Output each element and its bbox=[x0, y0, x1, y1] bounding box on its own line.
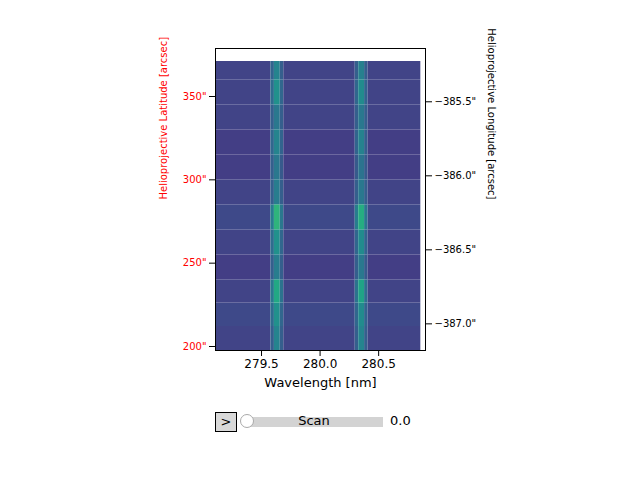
svg-text:280.0: 280.0 bbox=[303, 357, 337, 371]
svg-text:279.5: 279.5 bbox=[244, 357, 278, 371]
svg-text:280.5: 280.5 bbox=[361, 357, 395, 371]
svg-text:−386.0": −386.0" bbox=[435, 170, 477, 181]
svg-text:200": 200" bbox=[183, 341, 207, 352]
svg-text:300": 300" bbox=[183, 174, 207, 185]
svg-text:250": 250" bbox=[183, 257, 207, 268]
svg-text:−385.5": −385.5" bbox=[435, 96, 477, 107]
html-text:Scan: Scan bbox=[298, 413, 330, 428]
svg-text:Helioprojective Longitude [arc: Helioprojective Longitude [arcsec] bbox=[486, 28, 497, 199]
svg-text:Helioprojective Latitude [arcs: Helioprojective Latitude [arcsec] bbox=[158, 37, 169, 200]
svg-text:−386.5": −386.5" bbox=[435, 244, 477, 255]
svg-text:350": 350" bbox=[183, 91, 207, 102]
svg-text:−387.0": −387.0" bbox=[435, 318, 477, 329]
svg-text:Wavelength [nm]: Wavelength [nm] bbox=[264, 375, 376, 390]
html-text:0.0: 0.0 bbox=[390, 413, 411, 428]
